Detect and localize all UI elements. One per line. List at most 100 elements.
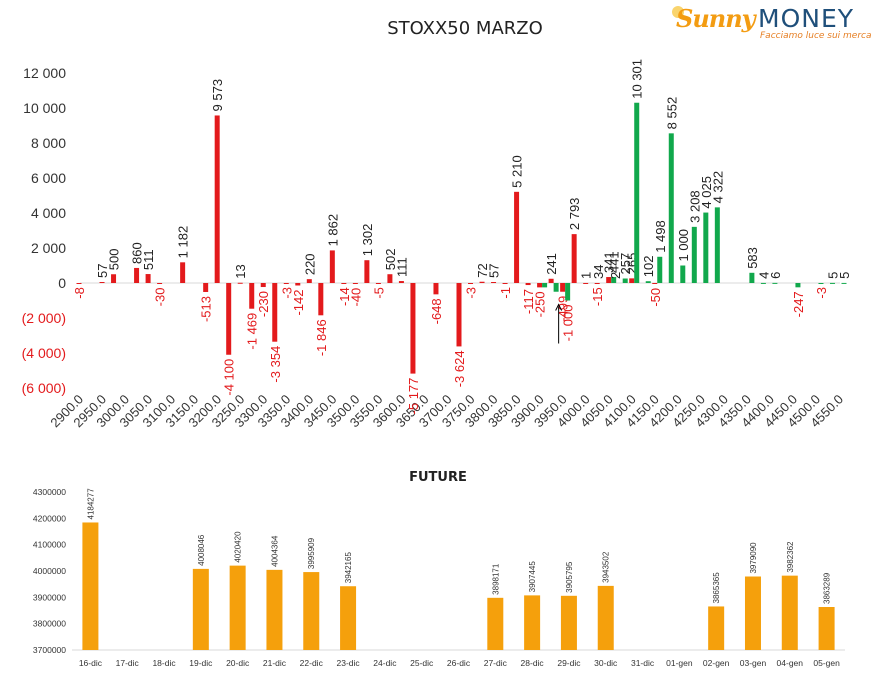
bar — [714, 207, 720, 283]
bar — [537, 283, 543, 288]
bar — [560, 283, 566, 292]
bar-data-label: 34 — [591, 265, 606, 279]
bar — [226, 283, 232, 355]
y-tick-label: (4 000) — [22, 345, 66, 361]
future-bar — [560, 595, 577, 650]
y-tick-label: 6 000 — [31, 170, 66, 186]
bar-data-label: -117 — [521, 289, 536, 314]
future-bar-data-label: 4184277 — [86, 488, 95, 520]
future-x-tick-label: 05-gen — [813, 658, 840, 668]
future-bar-data-label: 3863289 — [823, 572, 832, 604]
future-y-tick-label: 4300000 — [33, 487, 66, 497]
future-x-tick-label: 03-gen — [740, 658, 767, 668]
bar — [502, 283, 508, 284]
bar — [691, 226, 697, 283]
future-x-tick-label: 23-dic — [336, 658, 360, 668]
bar-data-label: 500 — [107, 249, 122, 271]
bar — [318, 283, 324, 316]
bar — [76, 283, 82, 284]
future-bar-data-label: 3982362 — [786, 541, 795, 573]
future-x-tick-label: 26-dic — [447, 658, 471, 668]
y-tick-label: (6 000) — [22, 380, 66, 396]
future-x-tick-label: 28-dic — [521, 658, 545, 668]
bar — [629, 278, 635, 283]
bar — [668, 133, 674, 283]
future-bar-data-label: 3979090 — [749, 542, 758, 574]
y-tick-label: 8 000 — [31, 135, 66, 151]
future-bar-data-label: 4004364 — [270, 535, 279, 567]
bar — [749, 272, 755, 283]
future-x-tick-label: 01-gen — [666, 658, 693, 668]
y-tick-label: 4 000 — [31, 205, 66, 221]
bar-data-label: 241 — [544, 253, 559, 275]
future-y-tick-label: 3800000 — [33, 619, 66, 629]
bar-data-label: 3 208 — [687, 190, 702, 223]
future-chart-title: FUTURE — [409, 470, 467, 485]
bar-data-label: 10 301 — [630, 59, 645, 99]
bar — [594, 283, 600, 284]
future-bar — [818, 607, 835, 650]
bar — [111, 274, 117, 283]
y-tick-label: (2 000) — [22, 310, 66, 326]
future-x-tick-label: 20-dic — [226, 658, 250, 668]
bar — [841, 282, 847, 284]
bar-data-label: 341 — [602, 251, 617, 273]
bar — [795, 283, 801, 288]
bar — [375, 283, 381, 284]
bar-data-label: 220 — [302, 253, 317, 275]
future-bar — [744, 576, 761, 650]
bar-data-label: 583 — [745, 247, 760, 269]
future-bar — [303, 572, 320, 650]
future-y-tick-label: 4100000 — [33, 540, 66, 550]
y-tick-label: 2 000 — [31, 240, 66, 256]
bar — [283, 283, 289, 284]
bar-data-label: 9 573 — [210, 79, 225, 112]
bar-data-label: -499 — [556, 296, 571, 322]
bar-data-label: 4 322 — [710, 171, 725, 204]
y-tick-label: 10 000 — [23, 100, 66, 116]
bar — [760, 282, 766, 284]
bar — [180, 262, 186, 283]
future-bar-data-label: 3865365 — [712, 572, 721, 604]
future-bar — [597, 585, 614, 650]
bar-data-label: 502 — [383, 249, 398, 271]
annotation-arrow-head — [555, 303, 563, 311]
bar-data-label: -15 — [590, 287, 605, 306]
future-x-tick-label: 31-dic — [631, 658, 655, 668]
bar — [398, 281, 404, 283]
future-x-tick-label: 16-dic — [79, 658, 103, 668]
bar — [571, 234, 577, 283]
bar-data-label: 1 498 — [653, 220, 668, 253]
bar — [260, 283, 266, 288]
future-bar — [781, 575, 798, 650]
bar-data-label: -648 — [429, 298, 444, 324]
bar — [214, 115, 220, 283]
bar-data-label: -3 — [464, 287, 479, 299]
bar — [134, 267, 140, 283]
bar — [157, 283, 163, 284]
bar-data-label: -14 — [337, 287, 352, 306]
bar — [249, 283, 255, 309]
future-bar — [340, 586, 357, 650]
bar-data-label: 72 — [475, 263, 490, 277]
bar-data-label: -30 — [153, 288, 168, 307]
bar-data-label: 257 — [618, 253, 633, 275]
future-y-tick-label: 3900000 — [33, 592, 66, 602]
future-y-tick-label: 4200000 — [33, 513, 66, 523]
bar — [387, 274, 393, 283]
future-bar-data-label: 3898171 — [491, 563, 500, 595]
future-bar — [708, 606, 725, 650]
bar-data-label: -8 — [72, 287, 87, 299]
future-bar-data-label: 3942165 — [344, 552, 353, 584]
bar — [652, 283, 658, 284]
bar — [364, 260, 370, 283]
bar — [634, 102, 640, 283]
future-x-tick-label: 30-dic — [594, 658, 618, 668]
future-x-tick-label: 24-dic — [373, 658, 397, 668]
future-bar-data-label: 4020420 — [234, 531, 243, 563]
future-x-tick-label: 21-dic — [263, 658, 287, 668]
future-x-tick-label: 18-dic — [152, 658, 176, 668]
future-y-tick-label: 3700000 — [33, 645, 66, 655]
bar — [295, 283, 301, 286]
